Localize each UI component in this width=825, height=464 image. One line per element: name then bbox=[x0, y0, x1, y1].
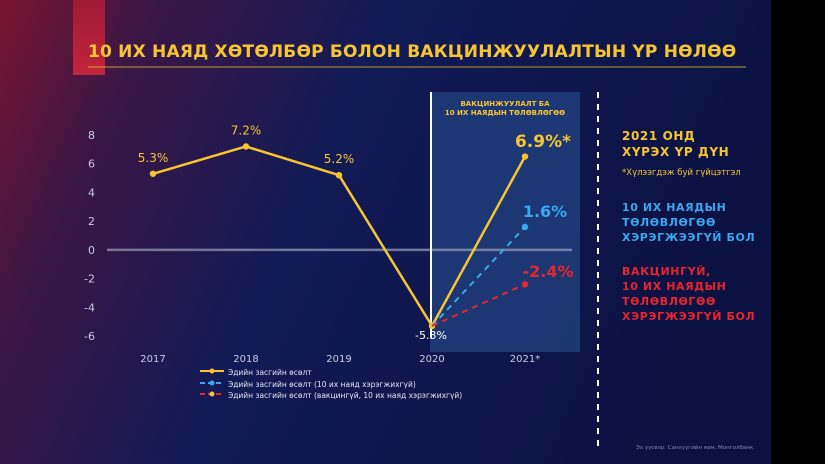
legend-marker-2 bbox=[209, 391, 215, 397]
line-chart: 8 6 4 2 0 -2 -4 -6 2017 2018 2019 2020 2021* 5.3% 7.2%… bbox=[84, 92, 574, 397]
highlight-box-title-line2: 10 ИХ НАЯДЫН ТӨЛӨВЛӨГӨӨ bbox=[445, 109, 565, 117]
legend-marker-0 bbox=[209, 368, 215, 374]
data-point bbox=[521, 281, 529, 288]
y-tick-label: 2 bbox=[88, 215, 95, 228]
legend-item-novaccine: Эдийн засгийн өсөлт (вакцингүй, 10 их на… bbox=[228, 391, 462, 400]
x-tick-label: 2021* bbox=[510, 354, 540, 365]
y-tick-label: 6 bbox=[88, 158, 95, 171]
plan-label: 10 ИХ НАЯДЫН ТӨЛӨВЛӨГӨӨ ХЭРЭГЖЭЭГҮЙ БОЛ bbox=[622, 200, 755, 245]
novaccine-label-line1: ВАКЦИНГҮЙ, bbox=[622, 265, 711, 278]
data-label: 1.6% bbox=[523, 202, 567, 221]
novaccine-label-line2: 10 ИХ НАЯДЫН bbox=[622, 280, 727, 293]
data-label: 5.3% bbox=[138, 151, 169, 165]
novaccine-label: ВАКЦИНГҮЙ, 10 ИХ НАЯДЫН ТӨЛӨВЛӨГӨӨ ХЭРЭГ… bbox=[622, 264, 755, 324]
source-note: Эх үүсвэр: Санхүүгийн яам, Монголбанк bbox=[636, 445, 754, 451]
highlight-box-title-line1: ВАКЦИНЖУУЛАЛТ БА bbox=[460, 100, 550, 108]
legend-label-base: Эдийн засгийн өсөлт bbox=[228, 368, 312, 377]
legend-marker-1 bbox=[209, 380, 215, 386]
result-title: 2021 ОНД ХҮРЭХ ҮР ДҮН bbox=[622, 128, 729, 160]
page-title: 10 ИХ НАЯД ХӨТӨЛБӨР БОЛОН ВАКЦИНЖУУЛАЛТЫ… bbox=[88, 42, 737, 62]
x-tick-label: 2019 bbox=[326, 354, 351, 365]
series-line-1 bbox=[431, 226, 526, 327]
data-point bbox=[242, 143, 250, 150]
y-tick-label: 4 bbox=[88, 186, 95, 199]
data-label: 7.2% bbox=[231, 123, 262, 137]
novaccine-label-line4: ХЭРЭГЖЭЭГҮЙ БОЛ bbox=[622, 310, 756, 323]
result-note: *Хүлээгдэж буй гүйцэтгэл bbox=[622, 168, 741, 178]
series-line-2 bbox=[431, 283, 526, 327]
data-label: -5.3% bbox=[415, 329, 447, 342]
data-label: 5.2% bbox=[324, 152, 355, 166]
legend-item-plan: Эдийн засгийн өсөлт (10 их наяд хэрэгжих… bbox=[228, 380, 416, 389]
x-tick-label: 2018 bbox=[233, 354, 258, 365]
data-point bbox=[149, 170, 157, 177]
highlight-box bbox=[430, 92, 580, 352]
data-label: -2.4% bbox=[522, 262, 573, 281]
y-tick-label: 0 bbox=[88, 244, 95, 257]
right-black-strip bbox=[771, 0, 825, 464]
top-accent-bar bbox=[73, 0, 105, 75]
x-tick-label: 2017 bbox=[140, 354, 165, 365]
novaccine-label-line3: ТӨЛӨВЛӨГӨӨ bbox=[622, 295, 716, 308]
legend-item-base: Эдийн засгийн өсөлт bbox=[228, 368, 312, 377]
data-point bbox=[335, 172, 343, 179]
plan-label-line2: ТӨЛӨВЛӨГӨӨ bbox=[622, 216, 716, 229]
plan-label-line3: ХЭРЭГЖЭЭГҮЙ БОЛ bbox=[622, 231, 756, 244]
legend-label-plan: Эдийн засгийн өсөлт (10 их наяд хэрэгжих… bbox=[228, 380, 416, 389]
plan-label-line1: 10 ИХ НАЯДЫН bbox=[622, 201, 727, 214]
y-tick-label: -4 bbox=[84, 301, 95, 314]
y-tick-label: -6 bbox=[84, 330, 95, 343]
legend-label-novaccine: Эдийн засгийн өсөлт (вакцингүй, 10 их на… bbox=[228, 391, 463, 400]
y-tick-label: -2 bbox=[84, 273, 95, 286]
x-tick-label: 2020 bbox=[419, 354, 444, 365]
result-title-line1: 2021 ОНД bbox=[622, 129, 696, 143]
result-title-line2: ХҮРЭХ ҮР ДҮН bbox=[622, 145, 730, 159]
data-point bbox=[521, 223, 529, 231]
data-label: 6.9%* bbox=[515, 132, 571, 152]
y-tick-label: 8 bbox=[88, 129, 95, 142]
data-point bbox=[521, 153, 529, 160]
